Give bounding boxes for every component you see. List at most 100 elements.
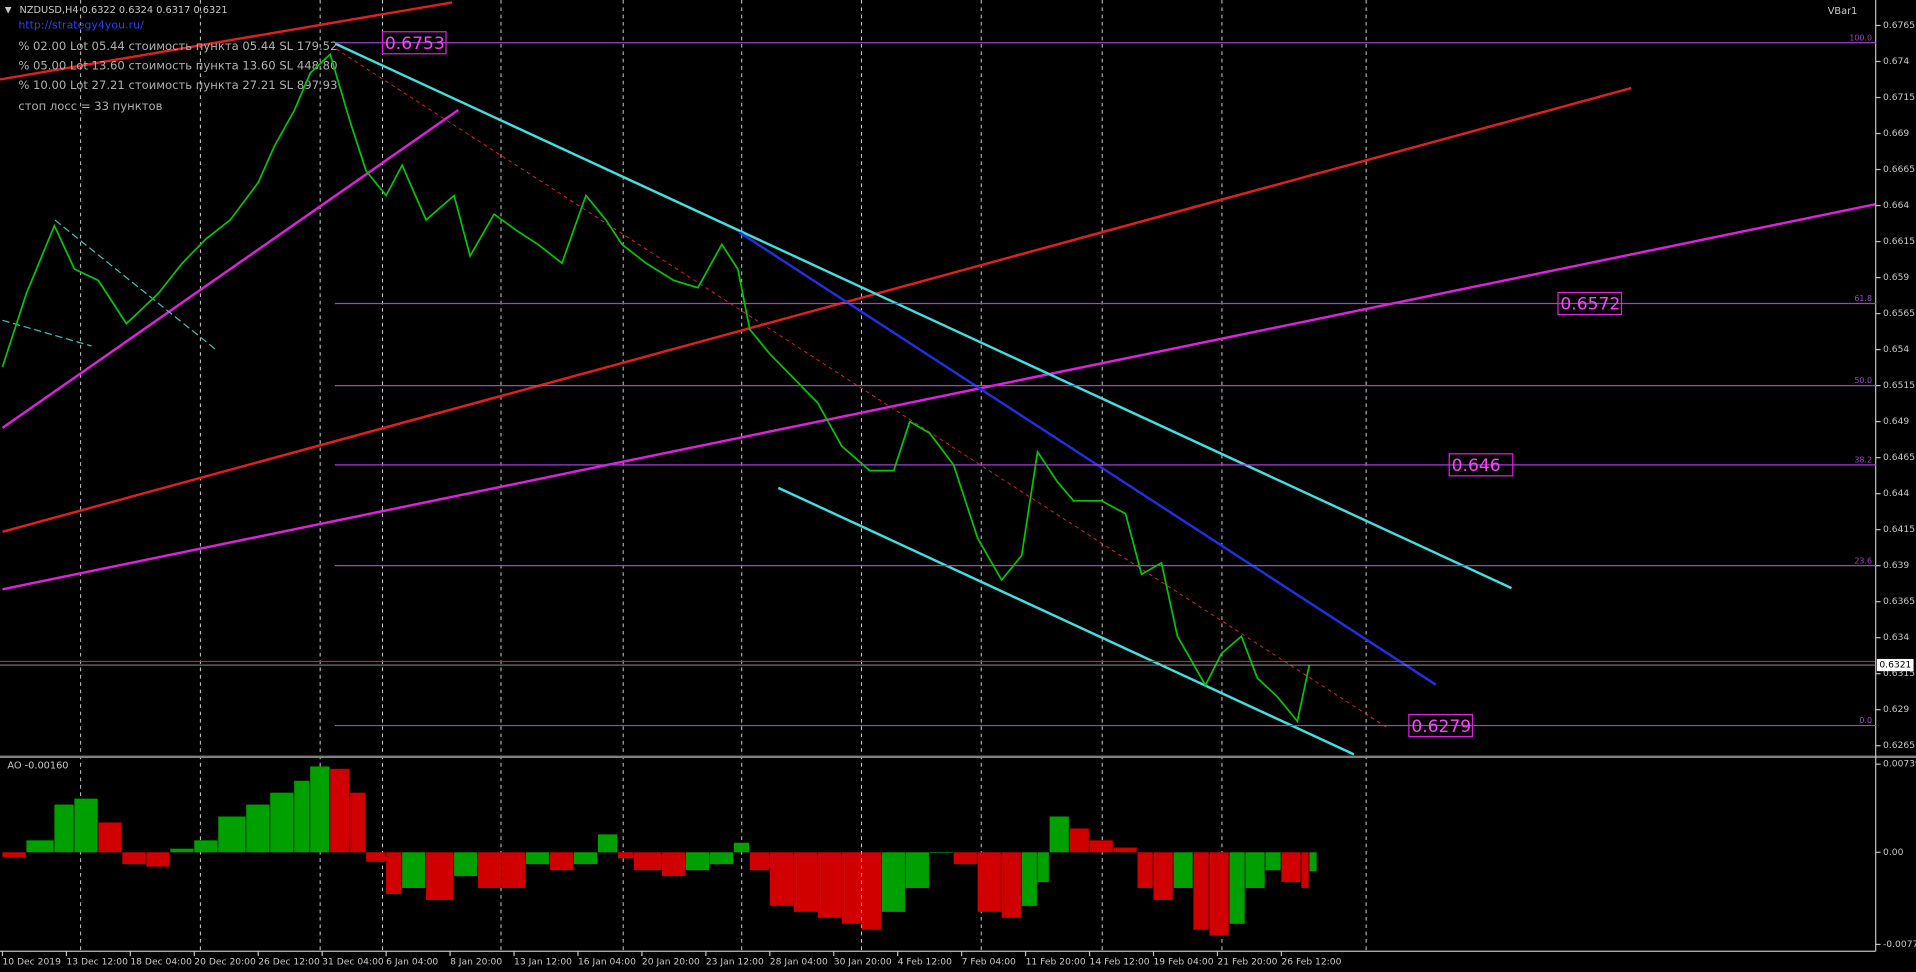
stop-loss: стоп лосс = 33 пунктов xyxy=(18,99,162,113)
x-tick-label: 7 Feb 04:00 xyxy=(962,957,1016,968)
ao-bar xyxy=(1049,816,1069,853)
ao-bar xyxy=(526,852,550,865)
ao-bar xyxy=(881,852,905,912)
ao-bar xyxy=(1265,852,1281,871)
ao-bar xyxy=(749,852,770,871)
ao-bar xyxy=(905,852,929,889)
y-tick-label: 0.644 xyxy=(1883,488,1909,499)
x-tick-label: 11 Feb 20:00 xyxy=(1026,957,1086,968)
ao-bar xyxy=(597,834,618,853)
ao-bar xyxy=(733,842,750,853)
x-tick-label: 10 Dec 2019 xyxy=(2,957,61,968)
fib-level: 0.0 xyxy=(1859,716,1872,725)
risk-line: % 02.00 Lot 05.44 стоимость пункта 05.44… xyxy=(18,39,337,53)
ao-bar xyxy=(122,852,146,865)
ao-bar xyxy=(1137,852,1153,889)
ao-bar xyxy=(218,816,246,853)
ao-bar xyxy=(1245,852,1265,889)
price-box xyxy=(381,31,447,55)
ao-bar xyxy=(1309,852,1317,872)
price-box xyxy=(1408,713,1474,738)
ao-bar xyxy=(1037,852,1049,883)
indicator-name: VBar1 xyxy=(1828,6,1858,17)
ao-bar xyxy=(861,852,881,930)
ao-bar xyxy=(1193,852,1209,930)
ao-bar xyxy=(953,852,977,865)
ao-bar xyxy=(170,848,194,853)
y-tick-label: 0.629 xyxy=(1883,704,1909,715)
ao-bar xyxy=(270,792,294,853)
ao-bar xyxy=(573,852,598,865)
ao-bar xyxy=(454,852,478,877)
y-tick-label: 0.6765 xyxy=(1883,20,1915,31)
ao-bar xyxy=(1001,852,1021,918)
ao-bar xyxy=(1281,852,1301,883)
y-tick-label: 0.6715 xyxy=(1883,92,1915,103)
ao-bar xyxy=(26,840,54,853)
trend-line xyxy=(2,202,1876,591)
ao-bar xyxy=(310,766,330,853)
ao-bar xyxy=(330,768,350,853)
channel-line xyxy=(777,486,1355,756)
x-tick-label: 13 Jan 12:00 xyxy=(514,957,572,968)
x-tick-label: 21 Feb 20:00 xyxy=(1217,957,1277,968)
ao-bar xyxy=(841,852,862,924)
ao-bar xyxy=(661,852,686,877)
y-tick-label: 0.00 xyxy=(1883,847,1904,858)
y-tick-label: 0.6265 xyxy=(1883,740,1915,751)
price-box-label: 0.6279 xyxy=(1411,717,1471,737)
x-tick-label: 4 Feb 12:00 xyxy=(898,957,952,968)
x-tick-label: 26 Feb 12:00 xyxy=(1281,957,1341,968)
y-tick-label: -0.00773 xyxy=(1883,939,1916,950)
price-box-label: 0.6753 xyxy=(385,34,445,54)
x-tick-label: 16 Jan 04:00 xyxy=(578,957,636,968)
ao-bar xyxy=(426,852,454,900)
ao-bar xyxy=(549,852,574,871)
y-tick-label: 0.654 xyxy=(1883,344,1909,355)
price-box xyxy=(1557,291,1623,316)
ao-bar xyxy=(386,852,402,894)
link[interactable]: http://strategy4you.ru/ xyxy=(18,19,144,32)
x-tick-label: 6 Jan 04:00 xyxy=(386,957,438,968)
y-tick-label: 0.674 xyxy=(1883,56,1909,67)
y-tick-label: 0.00739 xyxy=(1883,759,1916,770)
ao-title: AO -0.00160 xyxy=(7,760,68,771)
x-tick-label: 26 Dec 12:00 xyxy=(258,957,320,968)
ao-bar xyxy=(246,804,270,853)
y-tick-label: 0.6365 xyxy=(1883,596,1915,607)
risk-line: % 10.00 Lot 27.21 стоимость пункта 27.21… xyxy=(18,78,337,92)
fib-level: 61.8 xyxy=(1854,294,1872,303)
y-tick-label: 0.664 xyxy=(1883,200,1909,211)
trend-lines xyxy=(0,1,1876,756)
x-tick-label: 31 Dec 04:00 xyxy=(322,957,384,968)
price-box-label: 0.6572 xyxy=(1560,295,1620,315)
symbol-line: NZDUSD,H4 0.6322 0.6324 0.6317 0.6321 xyxy=(20,5,228,16)
ao-bar xyxy=(1089,840,1113,853)
y-tick-label: 0.6565 xyxy=(1883,308,1915,319)
ao-bar xyxy=(98,822,122,853)
ao-bar xyxy=(294,780,310,853)
y-tick-label: 0.6465 xyxy=(1883,452,1915,463)
ao-bar xyxy=(1229,852,1245,924)
y-tick-label: 0.6615 xyxy=(1883,236,1915,247)
y-tick-label: 0.669 xyxy=(1883,128,1909,139)
ao-bar xyxy=(146,852,170,867)
ao-bar xyxy=(1173,852,1193,889)
y-tick-label: 0.639 xyxy=(1883,560,1909,571)
ao-bar xyxy=(769,852,794,906)
x-tick-label: 13 Dec 12:00 xyxy=(66,957,128,968)
y-tick-label: 0.6515 xyxy=(1883,380,1915,391)
channel-line xyxy=(335,42,1513,590)
x-tick-label: 30 Jan 20:00 xyxy=(834,957,892,968)
ao-bar xyxy=(1021,852,1037,906)
x-tick-label: 20 Dec 20:00 xyxy=(194,957,256,968)
ao-bar xyxy=(1153,852,1173,900)
ao-bar xyxy=(502,852,526,889)
ao-bar xyxy=(478,852,502,889)
x-tick-label: 23 Jan 12:00 xyxy=(706,957,764,968)
ao-bar xyxy=(2,852,26,858)
dashed-line xyxy=(2,319,92,347)
dashed-line xyxy=(335,48,1388,728)
